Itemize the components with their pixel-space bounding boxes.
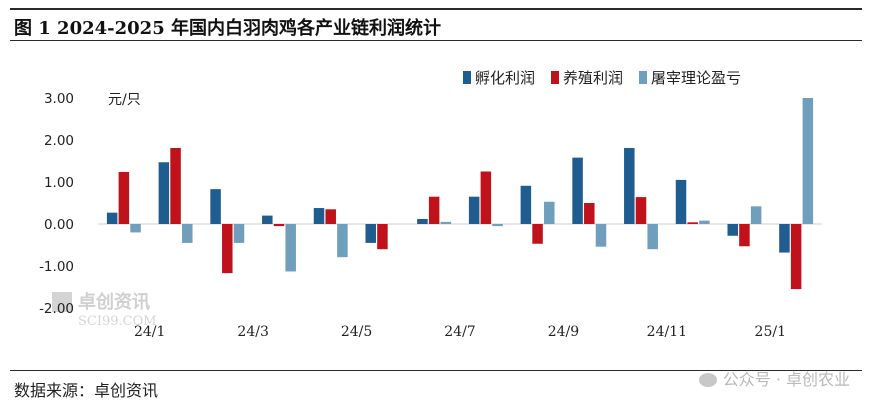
bar-24-12-series-1	[675, 179, 687, 224]
bar-24-9-series-2	[532, 224, 543, 244]
x-tick-label: 24/9	[548, 324, 579, 340]
footer-watermark: 公众号 · 卓创农业	[698, 366, 850, 390]
bar-24-7-series-3	[440, 221, 452, 224]
bar-24-5-series-2	[325, 209, 336, 224]
bar-24-8-series-1	[468, 196, 480, 224]
x-tick-label: 24/7	[444, 324, 475, 340]
bar-24-7-series-1	[417, 218, 428, 224]
title-top-rule	[10, 8, 862, 10]
bar-24-3-series-1	[210, 189, 221, 224]
bar-25-2-series-2	[790, 224, 802, 290]
watermark-site: SCI99.COM	[78, 314, 157, 329]
y-tick-label: 3.00	[44, 91, 74, 107]
bar-24-10-series-3	[595, 224, 607, 247]
bar-24-12-series-2	[687, 222, 698, 224]
bar-24-12-series-3	[699, 220, 710, 224]
bar-25-1-series-3	[750, 206, 762, 224]
bar-chart: 卓创资讯 SCI99.COM 3.00 2.00 1.00 0.00 -1.00 -2.0…	[39, 69, 822, 340]
y-tick-label: -1.00	[39, 259, 74, 275]
legend-label-3: 屠宰理论盈亏	[651, 69, 741, 87]
bar-24-1-series-1	[106, 212, 118, 224]
y-tick-label: 0.00	[44, 217, 74, 233]
bar-24-11-series-3	[647, 224, 658, 250]
bar-24-10-series-1	[572, 157, 583, 224]
bar-24-11-series-1	[624, 147, 635, 224]
y-tick-label: 2.00	[44, 133, 74, 149]
bar-24-9-series-3	[544, 201, 555, 224]
bar-24-4-series-3	[285, 224, 296, 272]
x-tick-label: 24/11	[647, 324, 687, 340]
x-tick-label: 24/3	[237, 324, 268, 340]
legend-label-2: 养殖利润	[563, 69, 623, 87]
x-tick-label: 24/5	[341, 324, 372, 340]
legend-label-1: 孵化利润	[475, 69, 535, 87]
watermark-logo: 卓创资讯 SCI99.COM	[52, 291, 157, 329]
bar-24-2-series-2	[170, 147, 181, 224]
y-tick-label: 1.00	[44, 175, 74, 191]
watermark-icon	[52, 292, 72, 312]
bar-24-8-series-3	[492, 224, 503, 227]
legend-swatch-1	[463, 71, 471, 84]
unit-label: 元/只	[108, 92, 141, 108]
legend-swatch-2	[551, 71, 559, 84]
bar-24-3-series-3	[233, 224, 245, 243]
bar-24-2-series-3	[182, 224, 193, 243]
bar-24-7-series-2	[428, 196, 440, 224]
bar-24-4-series-1	[262, 215, 273, 224]
x-tick-label: 24/1	[134, 324, 165, 340]
bar-24-5-series-3	[337, 224, 348, 258]
y-tick-label: -2.00	[39, 301, 74, 317]
watermark-name: 卓创资讯	[78, 291, 150, 313]
bar-24-1-series-2	[118, 171, 130, 224]
data-source: 数据来源：卓创资讯	[14, 381, 159, 400]
bar-24-6-series-2	[377, 224, 388, 250]
bar-24-2-series-1	[158, 162, 170, 224]
x-tick-label: 25/1	[755, 324, 786, 340]
bar-24-8-series-2	[480, 171, 492, 224]
bar-24-10-series-2	[584, 203, 595, 224]
legend-swatch-3	[639, 71, 647, 84]
bar-24-3-series-2	[222, 224, 233, 274]
bar-24-9-series-1	[520, 185, 532, 224]
bar-24-11-series-2	[635, 197, 647, 224]
bar-25-2-series-1	[779, 224, 790, 253]
footer-rule	[10, 370, 862, 371]
bar-25-2-series-3	[802, 98, 814, 224]
title-bottom-rule	[10, 40, 862, 41]
bar-25-1-series-1	[727, 224, 738, 236]
footer-watermark-text: 公众号 · 卓创农业	[722, 370, 850, 389]
bar-25-1-series-2	[739, 224, 750, 247]
chart-title: 图 1 2024-2025 年国内白羽肉鸡各产业链利润统计	[14, 18, 441, 39]
bar-24-5-series-1	[313, 208, 325, 224]
bar-24-4-series-2	[273, 224, 285, 227]
bar-24-6-series-1	[365, 224, 376, 243]
bar-24-1-series-3	[130, 224, 141, 233]
wechat-icon	[698, 373, 717, 387]
